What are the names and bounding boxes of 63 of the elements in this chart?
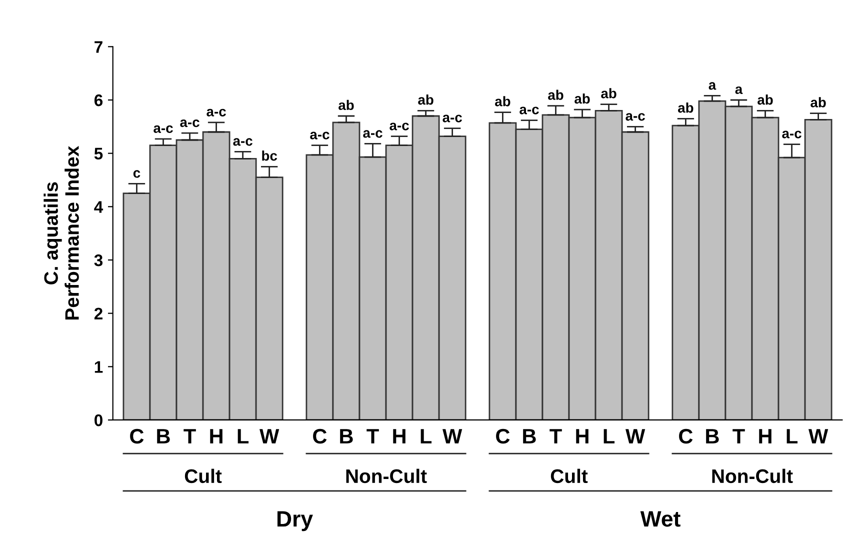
y-tick-label: 0 <box>94 414 102 426</box>
data-label: a-c <box>154 125 173 133</box>
x-tick-label: H <box>576 429 588 444</box>
x-tick-label: B <box>340 429 353 444</box>
data-label: ab <box>574 93 590 104</box>
data-label: ab <box>810 97 826 108</box>
text: Non-Cult <box>712 468 793 484</box>
data-label: a-c <box>310 132 330 140</box>
data-label: a-c <box>180 120 200 128</box>
x-tick-label: L <box>786 429 798 444</box>
x-tick-label: W <box>626 429 646 444</box>
x-tick-label: W <box>808 429 828 444</box>
data-label: a-c <box>206 108 226 116</box>
x-tick-label: L <box>238 429 249 444</box>
x-tick-label: L <box>420 429 432 444</box>
x-tick-label: B <box>523 429 536 444</box>
x-tick-label: C <box>496 428 510 444</box>
data-label: ab <box>495 96 510 106</box>
data-label: ab <box>601 88 616 98</box>
data-label: a-c <box>233 138 252 146</box>
y-tick-label: 3 <box>94 254 103 266</box>
y-tick-label: 6 <box>94 94 103 106</box>
y-tick-label: 4 <box>94 201 104 213</box>
data-label: ab <box>548 90 564 100</box>
x-tick-label: W <box>260 429 280 444</box>
data-label: a <box>708 82 716 90</box>
text: Cult <box>184 468 222 484</box>
text: Dry <box>277 511 313 532</box>
x-tick-label: H <box>393 429 406 444</box>
x-tick-label: L <box>604 429 615 444</box>
x-tick-label: T <box>184 429 196 444</box>
data-label: a-c <box>626 113 645 121</box>
data-label: a-c <box>442 114 462 122</box>
x-tick-label: H <box>759 429 772 444</box>
x-tick-label: B <box>157 429 170 444</box>
data-label: ab <box>418 94 434 105</box>
data-label: a <box>735 86 743 94</box>
x-tick-label: T <box>550 429 562 444</box>
data-label: a-c <box>782 130 802 138</box>
data-label: ab <box>338 100 354 110</box>
text: Cult <box>550 468 588 484</box>
data-label: a-c <box>520 106 539 114</box>
y-tick-label: 1 <box>94 361 103 373</box>
data-label: c <box>133 170 140 178</box>
data-label: a-c <box>390 122 409 130</box>
data-label: ab <box>758 94 773 105</box>
x-tick-label: H <box>210 429 222 444</box>
y-tick-label: 5 <box>94 148 103 160</box>
y-tick-label: 7 <box>94 41 102 53</box>
data-label: a-c <box>363 130 382 138</box>
x-tick-label: T <box>732 429 745 444</box>
y-tick-label: 2 <box>94 308 102 320</box>
x-tick-label: C <box>130 428 144 444</box>
x-tick-label: C <box>313 428 327 444</box>
data-label: ab <box>678 102 694 113</box>
x-tick-label: T <box>366 429 379 444</box>
x-tick-label: W <box>442 429 462 444</box>
text: Wet <box>640 511 680 527</box>
data-label: bc <box>262 150 278 161</box>
text: Non-Cult <box>346 468 427 484</box>
x-tick-label: C <box>679 428 693 444</box>
x-tick-label: B <box>706 429 719 444</box>
y-axis-title: C. aquatilis Performance Index <box>44 146 79 320</box>
